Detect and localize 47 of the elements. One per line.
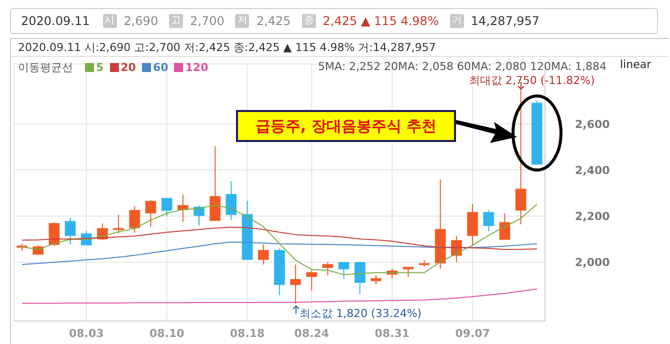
x-tick-label: 09.07 — [455, 326, 490, 340]
line-series — [22, 241, 538, 266]
text: 2,690 — [124, 14, 158, 28]
y-tick-label: 2,400 — [575, 164, 610, 177]
candlestick — [145, 199, 156, 228]
candlestick — [467, 204, 478, 246]
y-tick-label: 2,200 — [575, 210, 610, 224]
candlestick — [354, 262, 366, 295]
text: 2020.09.11 시:2,690 고:2,700 저:2,425 종:2,425 ▲ 115 4.98% 거:14,287,957 — [18, 40, 436, 55]
legend-label: 120 — [184, 61, 208, 74]
annotation: 이동평균선 — [18, 60, 73, 75]
x-tick-label: 08.10 — [149, 326, 185, 340]
annotation: 최소값 1,820 (33.24%) — [300, 306, 422, 321]
candlestick — [113, 214, 124, 234]
callout-box: 급등주, 장대음봉주식 추천 — [236, 110, 456, 142]
x-tick-label: 08.24 — [294, 326, 330, 340]
text: 2,425 — [256, 14, 291, 28]
text: 2,425 ▲ 115 4.98% — [322, 14, 439, 28]
candlestick — [226, 180, 237, 221]
candlestick — [210, 146, 221, 222]
annotation: 5MA: 2,252 20MA: 2,058 60MA: 2,080 120MA: 1,884 — [318, 60, 607, 73]
candlestick — [64, 217, 76, 245]
candlestick — [338, 262, 350, 280]
line-series — [22, 288, 538, 304]
candlestick — [402, 266, 414, 278]
candlestick — [129, 206, 140, 234]
legend-label: 20 — [120, 61, 136, 74]
y-tick-label: 2,600 — [575, 118, 610, 131]
candlestick — [290, 264, 302, 304]
text: 2020.09.11 — [21, 14, 90, 28]
legend-label: 60 — [152, 61, 168, 74]
legend-label: 5 — [95, 61, 104, 74]
y-tick-label: 2,000 — [575, 256, 610, 270]
candlestick — [322, 261, 334, 276]
x-tick-label: 08.18 — [230, 326, 265, 340]
candlestick — [258, 244, 269, 266]
text: 14,287,957 — [470, 14, 540, 28]
candlestick — [161, 198, 172, 217]
annotation: 최대값 2,750 (-11.82%) — [468, 73, 595, 88]
text: 2,700 — [190, 14, 224, 28]
x-tick-label: 08.03 — [69, 326, 104, 340]
candlestick — [194, 205, 204, 226]
candlestick — [499, 212, 510, 240]
candlestick — [483, 210, 494, 232]
x-tick-label: 08.31 — [374, 326, 410, 340]
candlestick — [306, 270, 318, 291]
text: linear — [620, 58, 652, 71]
